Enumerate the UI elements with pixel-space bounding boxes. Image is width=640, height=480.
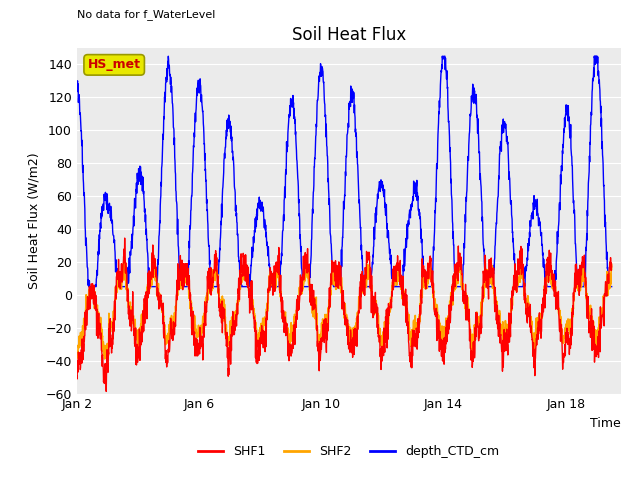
Legend: SHF1, SHF2, depth_CTD_cm: SHF1, SHF2, depth_CTD_cm	[193, 440, 504, 463]
X-axis label: Time: Time	[590, 417, 621, 430]
Y-axis label: Soil Heat Flux (W/m2): Soil Heat Flux (W/m2)	[27, 153, 40, 289]
Text: No data for f_WaterLevel: No data for f_WaterLevel	[77, 10, 215, 20]
Title: Soil Heat Flux: Soil Heat Flux	[292, 25, 406, 44]
Text: HS_met: HS_met	[88, 59, 141, 72]
